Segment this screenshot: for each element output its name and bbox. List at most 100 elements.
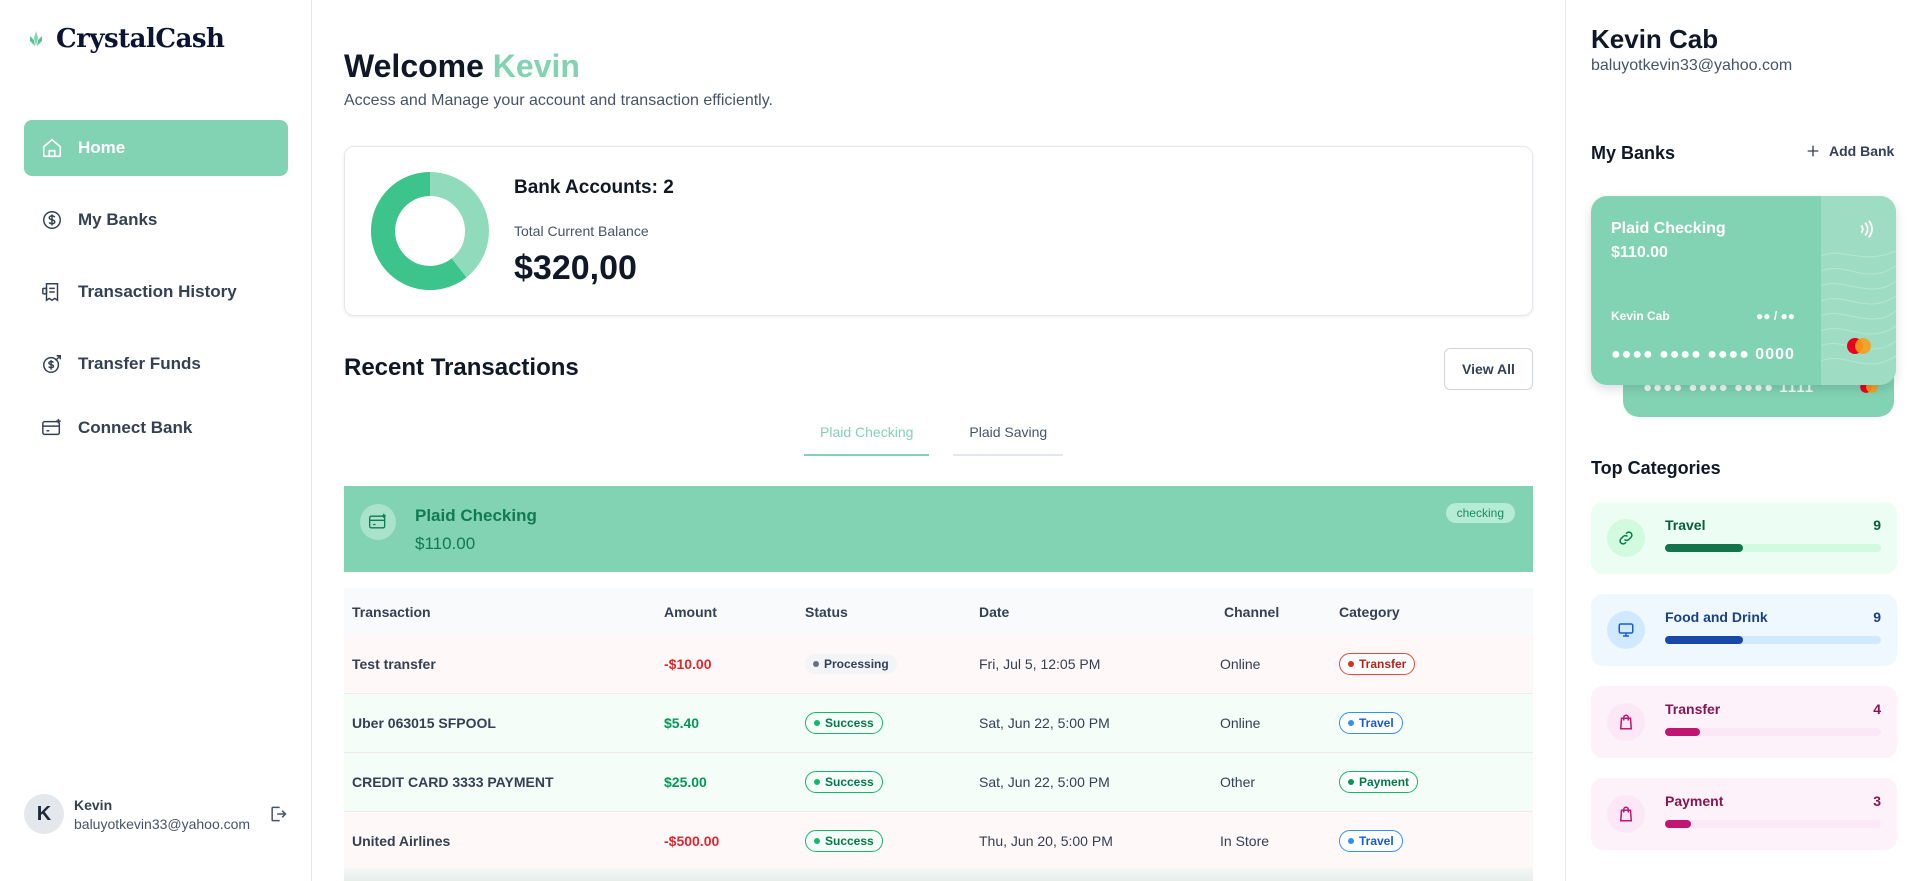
- status-dot: [814, 779, 820, 785]
- card-add-icon: [40, 416, 64, 440]
- category-name: Food and Drink: [1665, 609, 1768, 625]
- my-banks-title: My Banks: [1591, 143, 1676, 163]
- money-send-icon: [40, 352, 64, 376]
- tab-plaid-checking[interactable]: Plaid Checking: [804, 418, 930, 456]
- card-number: ●●●● ●●●● ●●●● 0000: [1611, 346, 1795, 363]
- category-progress-fill: [1665, 820, 1691, 828]
- column-header-channel: Channel: [1224, 603, 1280, 620]
- sidebar: CrystalCash Home My Banks Transaction Hi…: [0, 0, 312, 881]
- total-balance-label: Total Current Balance: [514, 223, 649, 239]
- sidebar-item-connect-bank[interactable]: Connect Bank: [24, 400, 288, 456]
- sidebar-user-info: Kevin baluyotkevin33@yahoo.com: [74, 797, 250, 832]
- total-balance-card: Bank Accounts: 2 Total Current Balance $…: [344, 146, 1533, 316]
- category-dot: [1348, 720, 1354, 726]
- table-row[interactable]: CREDIT CARD 3333 PAYMENT $25.00 Success …: [344, 753, 1533, 812]
- transaction-date: Fri, Jul 5, 12:05 PM: [979, 656, 1101, 672]
- column-header-date: Date: [979, 603, 1010, 620]
- category-count: 9: [1873, 517, 1881, 533]
- transaction-channel: Online: [1220, 656, 1261, 672]
- category-name: Payment: [1665, 793, 1724, 809]
- transaction-category: Transfer: [1339, 653, 1541, 675]
- card-expiry: ●● / ●●: [1756, 309, 1795, 323]
- logo[interactable]: CrystalCash: [26, 24, 225, 54]
- category-progress-bar: [1665, 728, 1881, 736]
- balance-donut-chart: [371, 172, 489, 290]
- category-progress-fill: [1665, 728, 1700, 736]
- view-all-button[interactable]: View All: [1444, 348, 1533, 390]
- sidebar-nav: Home My Banks Transaction History Transf…: [24, 120, 288, 472]
- status-badge: Success: [805, 712, 883, 734]
- monitor-icon: [1607, 611, 1645, 649]
- category-progress-bar: [1665, 636, 1881, 644]
- category-badge: Travel: [1339, 830, 1403, 852]
- transaction-category: Travel: [1339, 712, 1541, 734]
- sidebar-item-my-banks[interactable]: My Banks: [24, 192, 288, 248]
- add-bank-label: Add Bank: [1829, 143, 1895, 159]
- page-title: Welcome Kevin: [344, 48, 580, 85]
- selected-account-banner: Plaid Checking $110.00 checking: [344, 486, 1533, 572]
- status-label: Success: [825, 716, 874, 730]
- account-balance: $110.00: [415, 534, 476, 553]
- category-count: 3: [1873, 793, 1881, 809]
- transaction-name: Test transfer: [352, 656, 436, 672]
- sidebar-item-transaction-history[interactable]: Transaction History: [24, 264, 288, 320]
- bank-card-primary[interactable]: Plaid Checking $110.00 Kevin Cab ●● / ●●…: [1591, 196, 1896, 385]
- logout-icon[interactable]: [268, 804, 288, 829]
- category-badge: Travel: [1339, 712, 1403, 734]
- dollar-circle-icon: [40, 208, 64, 232]
- main-content: Welcome Kevin Access and Manage your acc…: [344, 0, 1534, 881]
- transaction-date: Thu, Jun 20, 5:00 PM: [979, 833, 1113, 849]
- card-icon: [360, 504, 396, 540]
- sidebar-item-home[interactable]: Home: [24, 120, 288, 176]
- transaction-name: Uber 063015 SFPOOL: [352, 715, 496, 731]
- transaction-name: United Airlines: [352, 833, 451, 849]
- card-balance: $110.00: [1611, 244, 1668, 261]
- recent-transactions-title: Recent Transactions: [344, 354, 579, 381]
- transaction-amount: -$10.00: [664, 656, 712, 672]
- top-categories-title: Top Categories: [1591, 458, 1721, 478]
- category-dot: [1348, 661, 1354, 667]
- category-name: Transfer: [1665, 701, 1721, 717]
- receipt-icon: [40, 280, 64, 304]
- sidebar-item-label: Transaction History: [78, 282, 237, 301]
- column-header-status: Status: [805, 603, 848, 620]
- transaction-amount: $25.00: [664, 774, 707, 790]
- account-tabs: Plaid Checking Plaid Saving: [804, 418, 1064, 456]
- transaction-status: Success: [805, 712, 979, 734]
- transaction-channel: In Store: [1220, 833, 1270, 849]
- status-label: Success: [825, 775, 874, 789]
- home-icon: [40, 136, 64, 160]
- table-row[interactable]: United Airlines -$500.00 Success Thu, Ju…: [344, 812, 1533, 871]
- status-dot: [814, 720, 820, 726]
- avatar[interactable]: K: [24, 794, 64, 834]
- bottom-divider: [344, 868, 1533, 881]
- category-card-transfer: Transfer 4: [1591, 686, 1897, 758]
- transaction-date: Sat, Jun 22, 5:00 PM: [979, 715, 1110, 731]
- transaction-amount: $5.40: [664, 715, 700, 731]
- welcome-name: Kevin: [492, 48, 580, 84]
- table-row[interactable]: Uber 063015 SFPOOL $5.40 Success Sat, Ju…: [344, 694, 1533, 753]
- tab-plaid-saving[interactable]: Plaid Saving: [953, 418, 1064, 456]
- category-progress-bar: [1665, 820, 1881, 828]
- category-badge: Payment: [1339, 771, 1419, 793]
- contactless-icon: [1860, 220, 1873, 238]
- category-progress-fill: [1665, 636, 1743, 644]
- shopping-bag-icon: [1607, 795, 1645, 833]
- sidebar-item-transfer-funds[interactable]: Transfer Funds: [24, 336, 288, 392]
- category-count: 9: [1873, 609, 1881, 625]
- table-row[interactable]: Test transfer -$10.00 Processing Fri, Ju…: [344, 635, 1533, 694]
- transaction-channel: Online: [1220, 715, 1261, 731]
- category-label: Travel: [1359, 834, 1394, 848]
- transaction-status: Success: [805, 830, 979, 852]
- page-subtitle: Access and Manage your account and trans…: [344, 92, 773, 109]
- link-icon: [1607, 519, 1645, 557]
- transaction-name: CREDIT CARD 3333 PAYMENT: [352, 774, 554, 790]
- transaction-channel: Other: [1220, 774, 1256, 790]
- category-card-food-and-drink: Food and Drink 9: [1591, 594, 1897, 666]
- status-badge: Success: [805, 771, 883, 793]
- category-label: Travel: [1359, 716, 1394, 730]
- card-wave-pattern: [1820, 250, 1896, 365]
- add-bank-button[interactable]: Add Bank: [1805, 143, 1894, 159]
- transactions-table: Transaction Amount Status Date Channel C…: [344, 588, 1533, 871]
- category-label: Payment: [1359, 775, 1410, 789]
